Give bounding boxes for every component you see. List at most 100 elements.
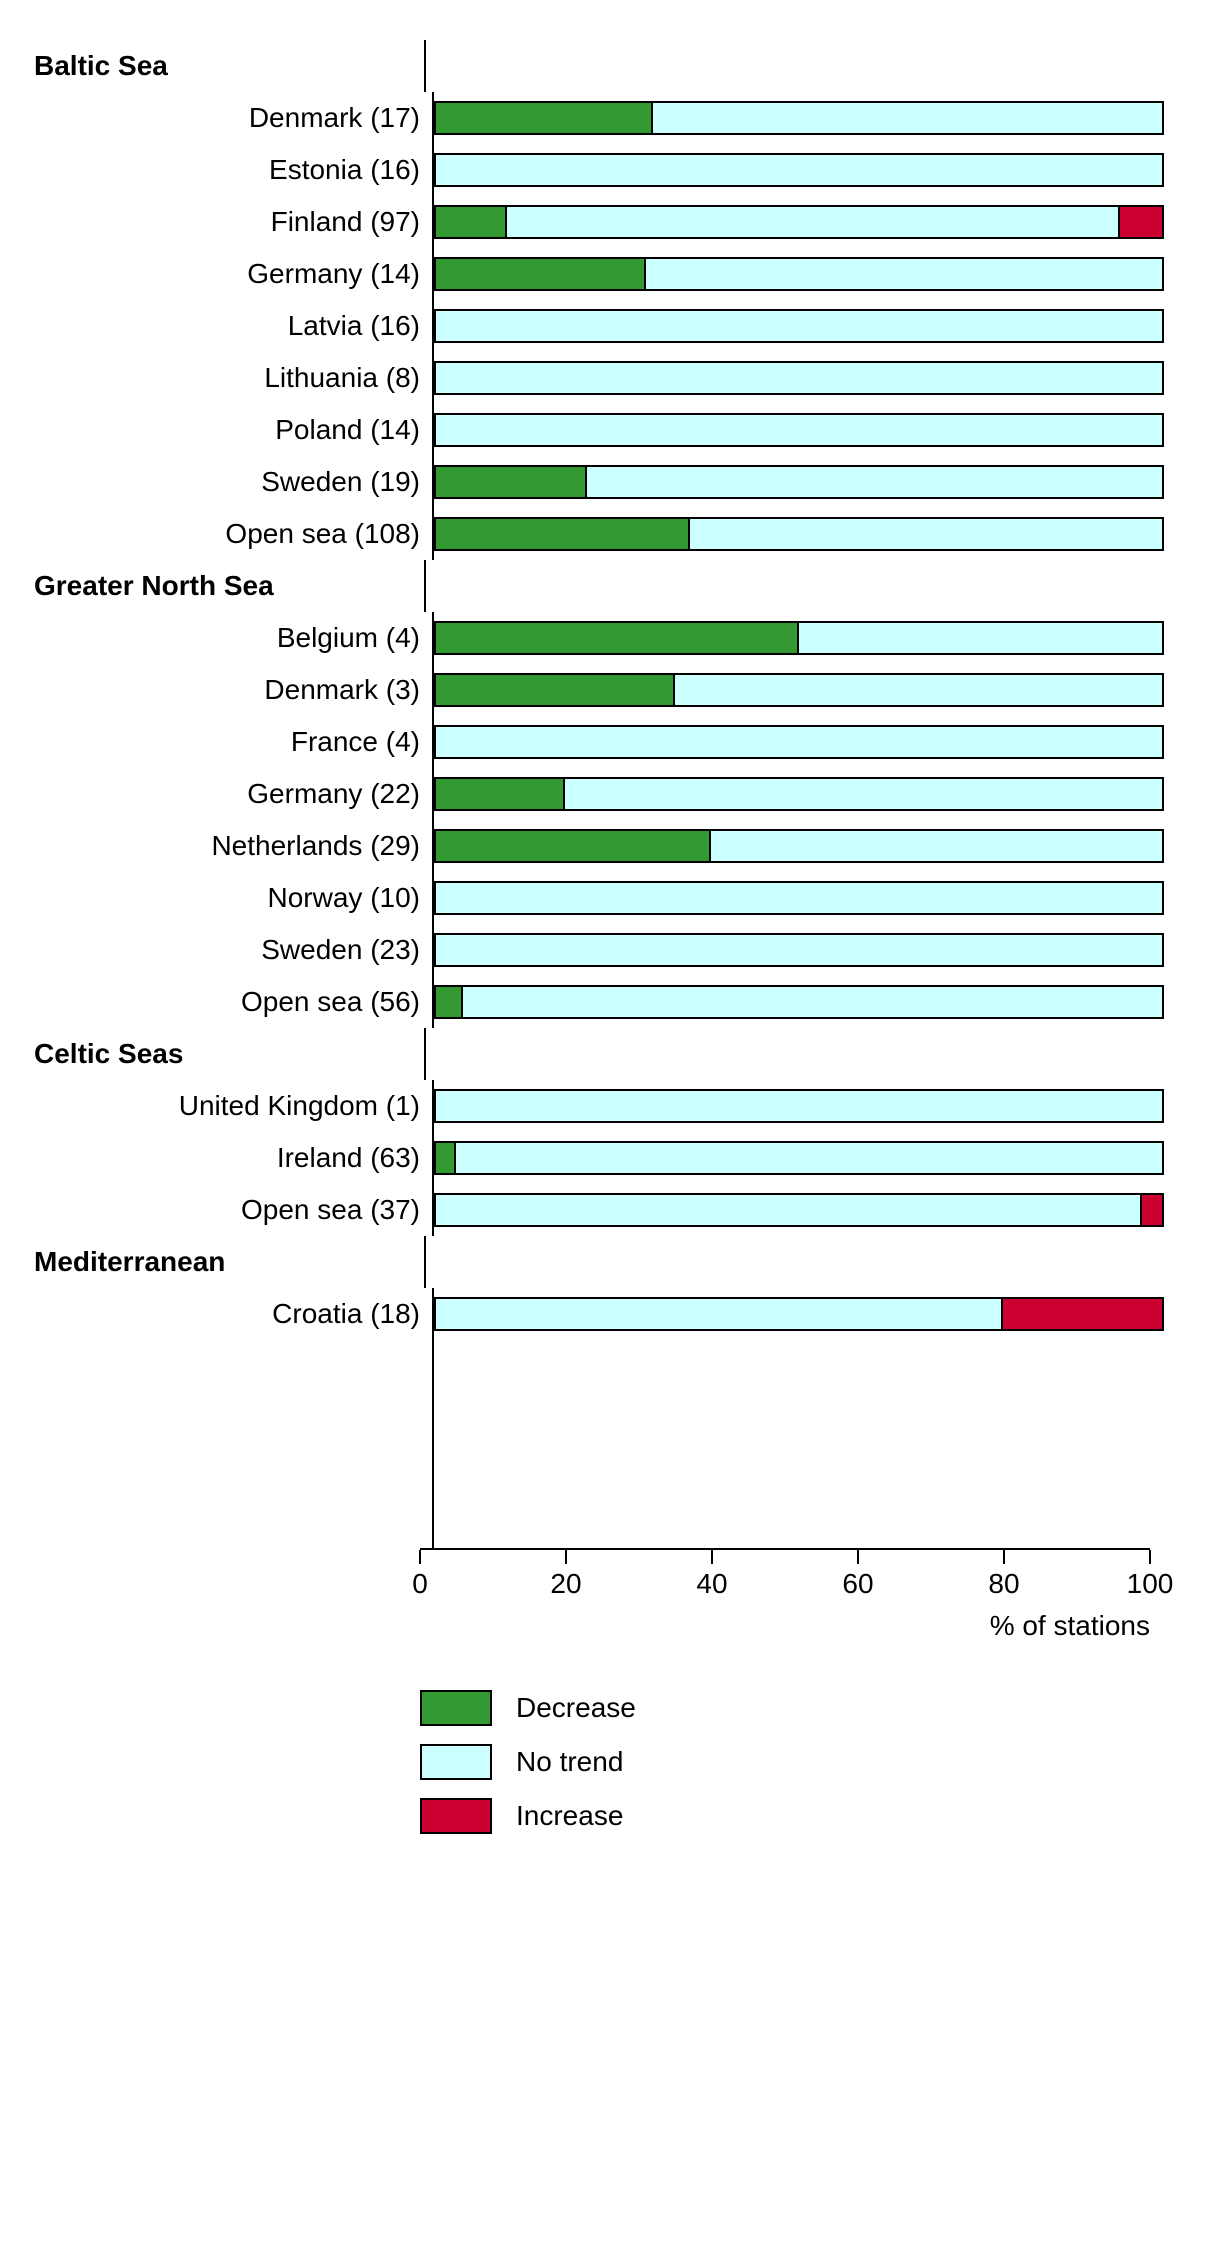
- data-row: Belgium (4): [30, 612, 1190, 664]
- row-label: Netherlands (29): [30, 830, 432, 862]
- row-label: Open sea (37): [30, 1194, 432, 1226]
- bar-segment-no_trend: [646, 257, 1164, 291]
- x-tick: [565, 1550, 567, 1564]
- stacked-bar: [434, 517, 1164, 551]
- bar-segment-no_trend: [434, 1297, 1003, 1331]
- legend-item-increase: Increase: [420, 1798, 1190, 1834]
- stacked-bar: [434, 153, 1164, 187]
- bar-segment-decrease: [434, 985, 463, 1019]
- stations-trend-chart: Baltic SeaDenmark (17)Estonia (16)Finlan…: [30, 40, 1190, 1834]
- bar-segment-no_trend: [434, 309, 1164, 343]
- stacked-bar: [434, 1089, 1164, 1123]
- row-label: United Kingdom (1): [30, 1090, 432, 1122]
- spacer-row: [30, 1444, 1190, 1496]
- legend-label: Increase: [516, 1800, 623, 1832]
- data-row: Open sea (56): [30, 976, 1190, 1028]
- data-row: Open sea (108): [30, 508, 1190, 560]
- x-axis: 020406080100 % of stations: [420, 1548, 1150, 1550]
- data-row: Germany (14): [30, 248, 1190, 300]
- legend-item-decrease: Decrease: [420, 1690, 1190, 1726]
- data-row: Estonia (16): [30, 144, 1190, 196]
- stacked-bar: [434, 829, 1164, 863]
- bar-segment-increase: [1120, 205, 1164, 239]
- row-label: Germany (22): [30, 778, 432, 810]
- legend-label: No trend: [516, 1746, 623, 1778]
- row-label: Ireland (63): [30, 1142, 432, 1174]
- group-title: Mediterranean: [30, 1246, 424, 1278]
- bar-segment-decrease: [434, 1141, 456, 1175]
- x-tick-label: 20: [550, 1568, 581, 1600]
- data-row: Sweden (19): [30, 456, 1190, 508]
- data-row: Finland (97): [30, 196, 1190, 248]
- data-row: Netherlands (29): [30, 820, 1190, 872]
- x-tick-label: 60: [842, 1568, 873, 1600]
- group-title: Celtic Seas: [30, 1038, 424, 1070]
- x-tick: [1149, 1550, 1151, 1564]
- row-label: Sweden (19): [30, 466, 432, 498]
- legend-label: Decrease: [516, 1692, 636, 1724]
- data-row: Lithuania (8): [30, 352, 1190, 404]
- row-label: Croatia (18): [30, 1298, 432, 1330]
- spacer-row: [30, 1392, 1190, 1444]
- x-tick-label: 100: [1127, 1568, 1174, 1600]
- stacked-bar: [434, 673, 1164, 707]
- row-label: France (4): [30, 726, 432, 758]
- bar-segment-decrease: [434, 777, 565, 811]
- row-label: Sweden (23): [30, 934, 432, 966]
- legend-swatch: [420, 1744, 492, 1780]
- stacked-bar: [434, 621, 1164, 655]
- bar-segment-no_trend: [675, 673, 1164, 707]
- stacked-bar: [434, 933, 1164, 967]
- data-row: Poland (14): [30, 404, 1190, 456]
- row-label: Finland (97): [30, 206, 432, 238]
- bar-segment-no_trend: [434, 361, 1164, 395]
- x-tick: [711, 1550, 713, 1564]
- bar-segment-no_trend: [434, 413, 1164, 447]
- x-tick-label: 80: [988, 1568, 1019, 1600]
- group-header: Mediterranean: [30, 1236, 1190, 1288]
- bar-segment-no_trend: [456, 1141, 1164, 1175]
- bar-segment-no_trend: [587, 465, 1164, 499]
- x-axis-title: % of stations: [990, 1610, 1150, 1642]
- bar-segment-no_trend: [653, 101, 1164, 135]
- group-title: Baltic Sea: [30, 50, 424, 82]
- bar-segment-no_trend: [434, 153, 1164, 187]
- data-row: Open sea (37): [30, 1184, 1190, 1236]
- data-row: Sweden (23): [30, 924, 1190, 976]
- stacked-bar: [434, 205, 1164, 239]
- bar-segment-no_trend: [711, 829, 1164, 863]
- stacked-bar: [434, 1141, 1164, 1175]
- row-label: Germany (14): [30, 258, 432, 290]
- group-title: Greater North Sea: [30, 570, 424, 602]
- data-row: Ireland (63): [30, 1132, 1190, 1184]
- bar-segment-no_trend: [434, 1193, 1142, 1227]
- x-tick: [857, 1550, 859, 1564]
- bar-segment-decrease: [434, 829, 711, 863]
- data-row: Norway (10): [30, 872, 1190, 924]
- stacked-bar: [434, 725, 1164, 759]
- spacer-row: [30, 1340, 1190, 1392]
- bar-segment-no_trend: [434, 933, 1164, 967]
- data-row: France (4): [30, 716, 1190, 768]
- bar-segment-no_trend: [434, 881, 1164, 915]
- bar-segment-decrease: [434, 465, 587, 499]
- bar-segment-decrease: [434, 673, 675, 707]
- stacked-bar: [434, 257, 1164, 291]
- bar-segment-increase: [1142, 1193, 1164, 1227]
- legend-item-no_trend: No trend: [420, 1744, 1190, 1780]
- x-tick-label: 0: [412, 1568, 428, 1600]
- bar-segment-no_trend: [690, 517, 1165, 551]
- legend-swatch: [420, 1690, 492, 1726]
- group-header: Celtic Seas: [30, 1028, 1190, 1080]
- data-row: United Kingdom (1): [30, 1080, 1190, 1132]
- data-row: Germany (22): [30, 768, 1190, 820]
- bar-segment-decrease: [434, 517, 690, 551]
- row-label: Lithuania (8): [30, 362, 432, 394]
- bar-segment-no_trend: [799, 621, 1164, 655]
- data-row: Latvia (16): [30, 300, 1190, 352]
- row-label: Norway (10): [30, 882, 432, 914]
- x-tick: [419, 1550, 421, 1564]
- bar-segment-no_trend: [434, 725, 1164, 759]
- stacked-bar: [434, 101, 1164, 135]
- row-label: Latvia (16): [30, 310, 432, 342]
